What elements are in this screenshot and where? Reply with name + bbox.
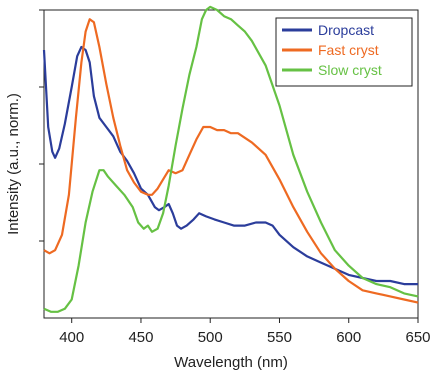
x-tick-label: 500 [198,329,223,346]
x-tick-label: 550 [267,329,292,346]
x-tick-label: 600 [336,329,361,346]
series-line-slow-cryst [43,5,419,313]
legend: Dropcast Fast cryst Slow cryst [275,17,413,87]
y-axis-ticks [39,9,44,242]
series-line-dropcast [42,45,418,286]
x-tick-label: 650 [405,329,430,346]
x-axis-ticks: 400 450 500 550 600 650 [59,318,431,346]
series-lines [42,5,419,313]
x-axis-label: Wavelength (nm) [174,354,288,371]
x-tick-label: 400 [59,329,84,346]
x-tick-label: 450 [128,329,153,346]
legend-label: Fast cryst [318,42,379,58]
legend-label: Dropcast [318,22,374,38]
y-axis-label: Intensity (a.u., norm.) [5,93,22,235]
legend-label: Slow cryst [318,62,382,78]
series-line-fast-cryst [43,18,419,304]
